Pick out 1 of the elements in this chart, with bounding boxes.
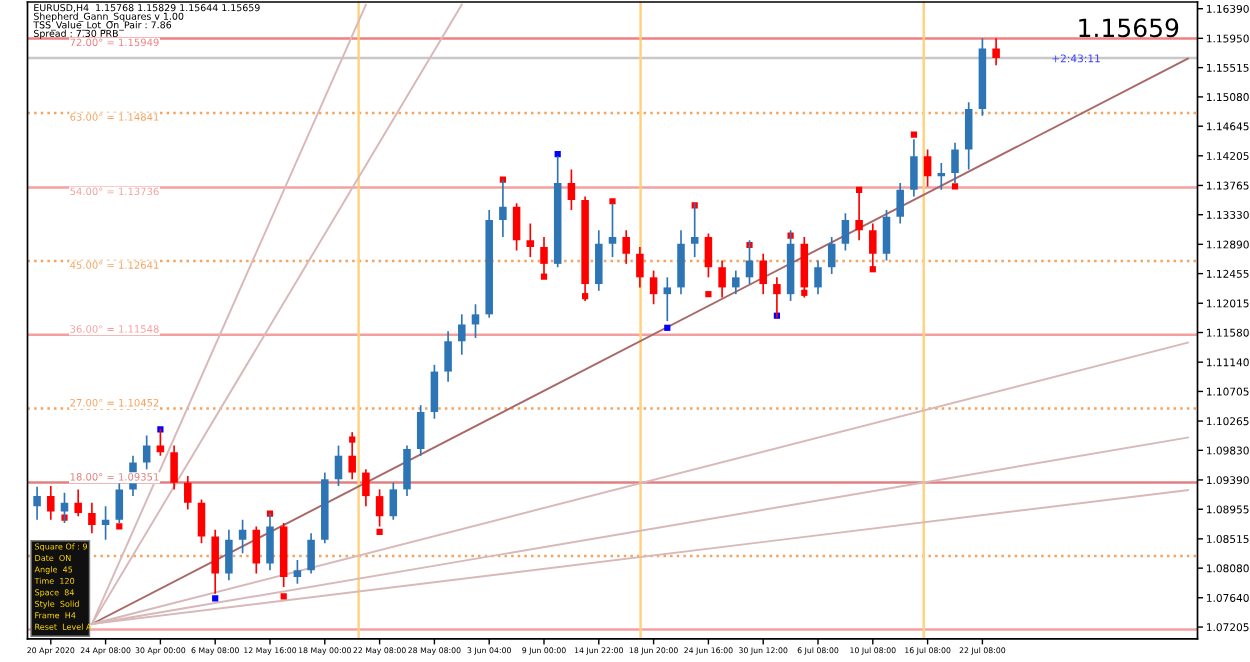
annotation: 1.15659 xyxy=(1079,18,1179,38)
